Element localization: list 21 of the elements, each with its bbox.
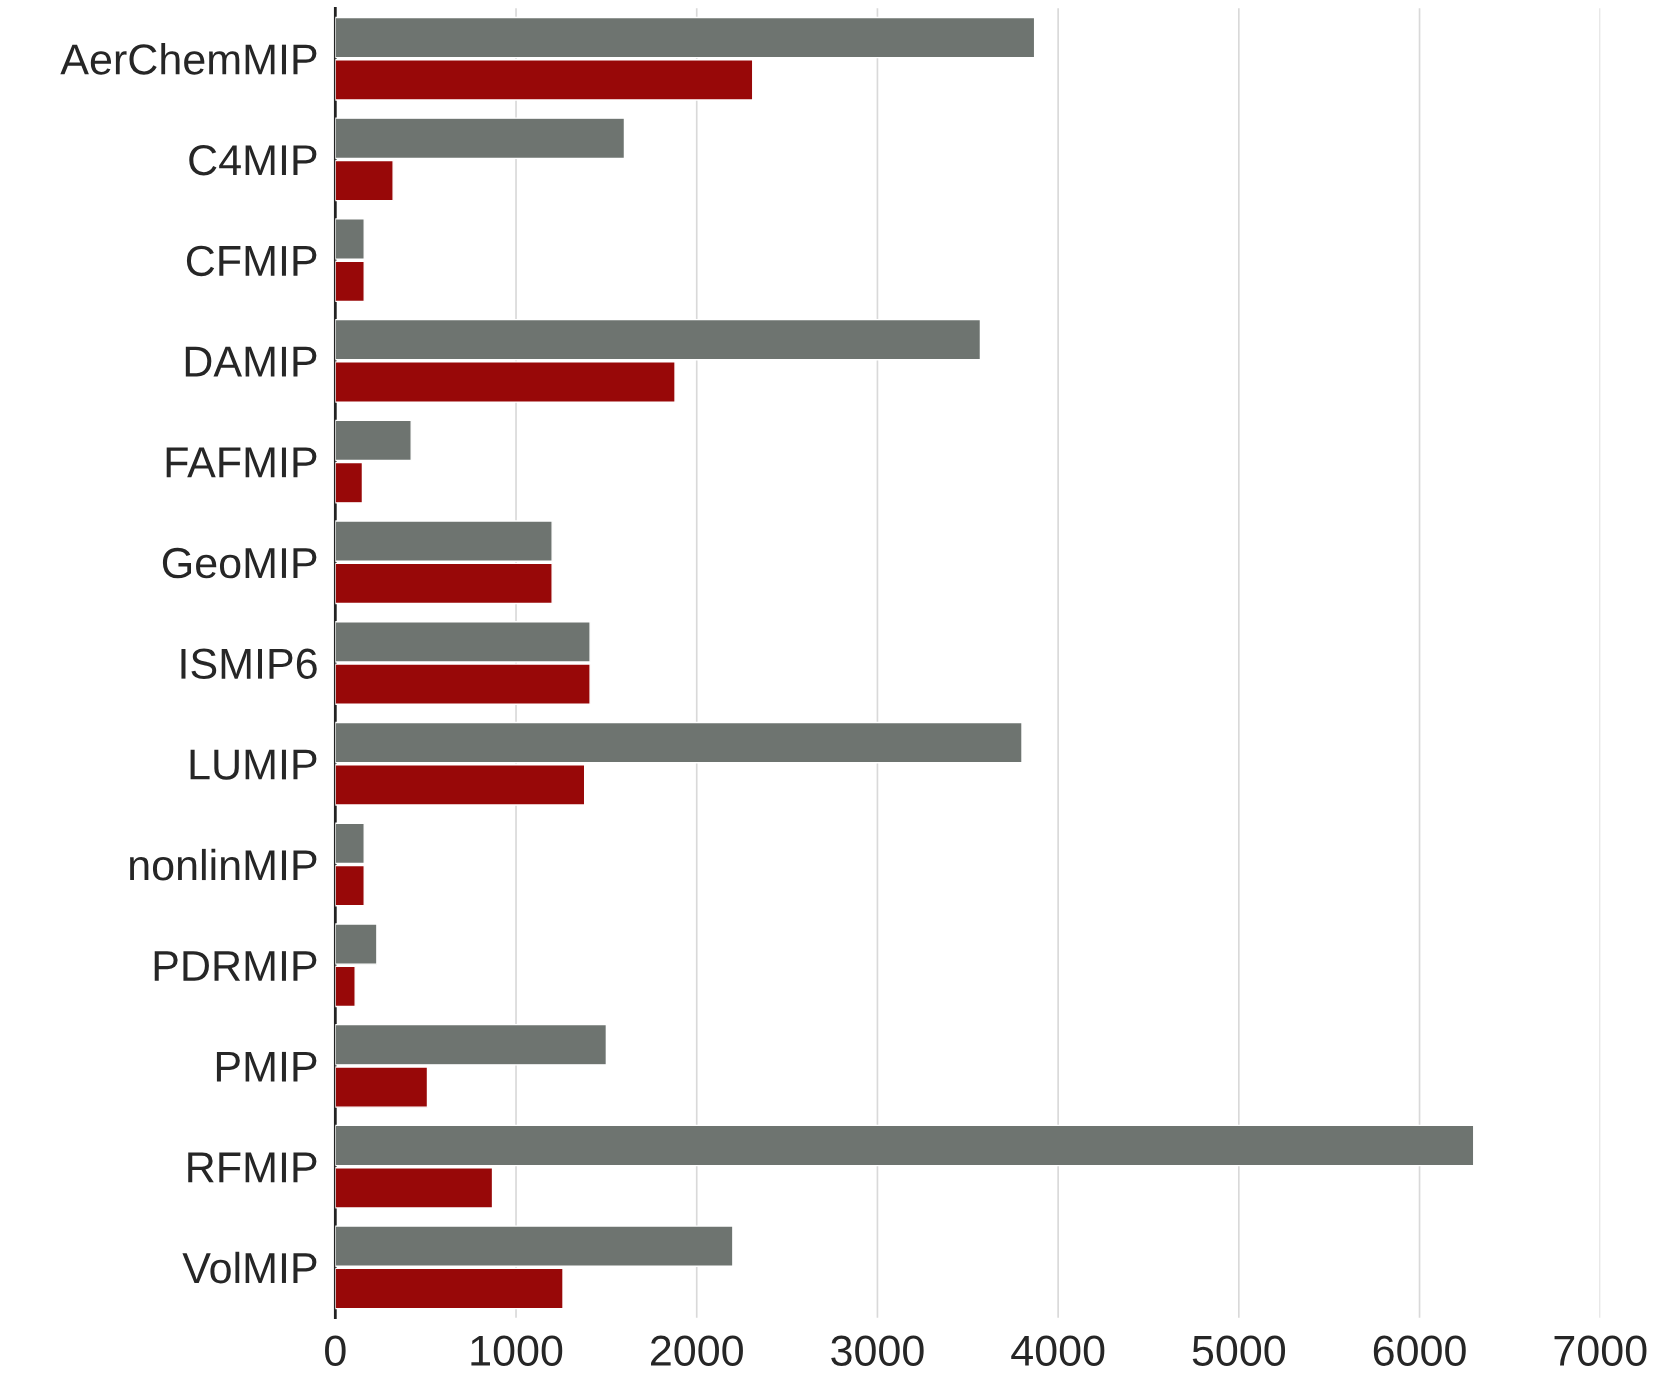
x-tick-label: 3000 [831,1335,924,1367]
x-tick-label: 2000 [651,1335,743,1367]
y-tick-label: RFMIP [188,1152,317,1183]
y-tick-label: LUMIP [190,749,317,780]
y-tick-label: VolMIP [182,1251,317,1284]
x-tick-label: 6000 [1373,1335,1466,1367]
y-tick-label: PMIP [216,1051,317,1082]
x-tick-label: 5000 [1192,1335,1286,1367]
y-tick-label: GeoMIP [162,547,317,579]
x-tick-label: 1000 [471,1335,563,1367]
y-tick-label: AerChemMIP [60,43,317,75]
y-tick-label: C4MIP [189,144,317,176]
y-tick-label: nonlinMIP [130,848,317,881]
y-tick-label: PDRMIP [154,951,317,981]
x-tick-label: 0 [325,1335,346,1367]
y-tick-label: DAMIP [185,346,317,377]
x-tick-label: 4000 [1011,1335,1105,1367]
x-tick-label: 7000 [1554,1335,1647,1367]
y-tick-label: CFMIP [186,245,317,277]
y-tick-label: FAFMIP [166,447,317,478]
y-tick-label: ISMIP6 [181,648,317,680]
